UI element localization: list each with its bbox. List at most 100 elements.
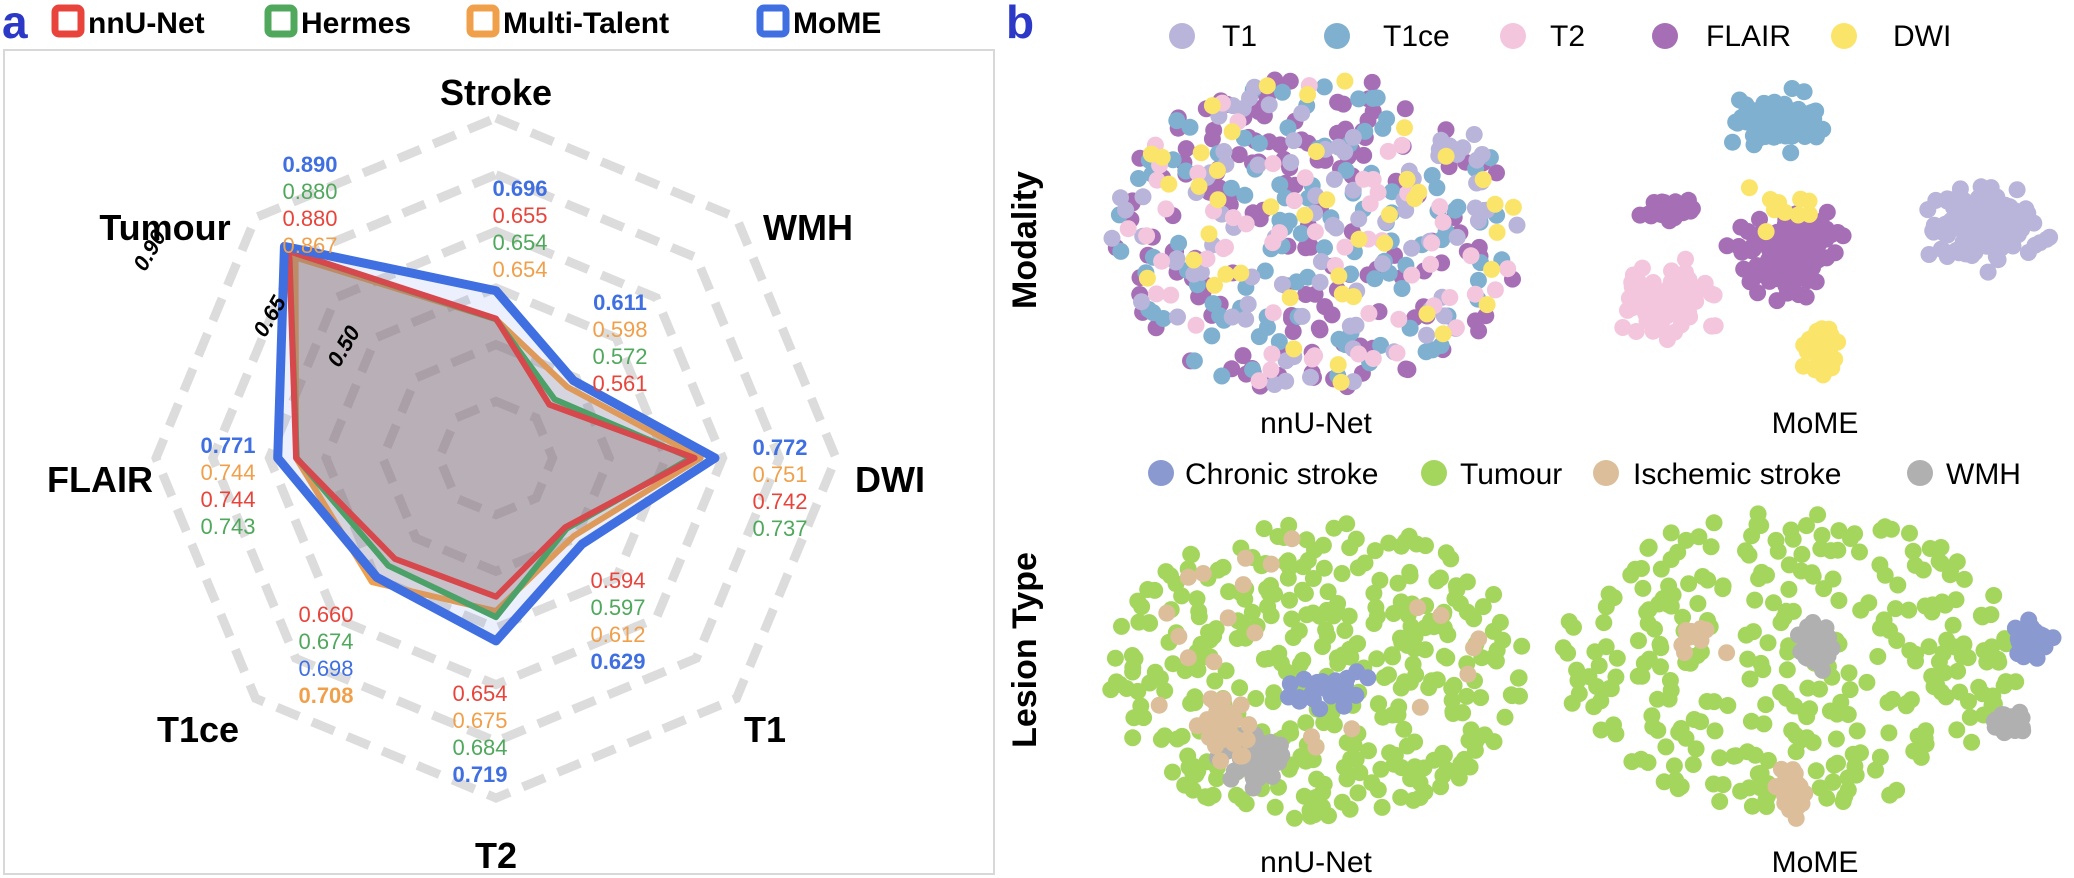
point-t1ce (1168, 112, 1186, 130)
point-tumour (1672, 778, 1690, 795)
point-chronic (2030, 629, 2048, 647)
point-tumour (1881, 786, 1899, 804)
point-tumour (1383, 646, 1401, 664)
legend-swatch-multitalent (466, 4, 500, 38)
point-flair (1804, 244, 1822, 262)
point-t1ce (1203, 327, 1221, 345)
radar-value-label-t1ce: 0.708 (298, 683, 353, 708)
point-tumour (1772, 683, 1790, 701)
point-ischemic (1170, 627, 1188, 645)
point-tumour (1328, 649, 1346, 667)
point-dwi (1418, 305, 1436, 323)
point-tumour (1132, 697, 1150, 715)
row-label-modality: Modality (1006, 171, 1044, 309)
point-tumour (1792, 731, 1810, 749)
point-tumour (1889, 576, 1907, 594)
point-t1 (1192, 263, 1210, 281)
point-tumour (1904, 542, 1922, 560)
point-dwi (1437, 147, 1455, 165)
point-tumour (1304, 570, 1322, 587)
point-t2 (1655, 305, 1672, 323)
point-t1 (1312, 253, 1330, 271)
point-tumour (1375, 669, 1393, 686)
point-tumour (1164, 763, 1181, 781)
point-tumour (1298, 606, 1316, 624)
point-t2 (1189, 164, 1207, 182)
radar-value-label-t2: 0.684 (452, 735, 507, 760)
point-t1ce (1724, 133, 1741, 151)
point-tumour (1705, 693, 1723, 711)
point-tumour (1633, 667, 1651, 685)
point-dwi (1434, 325, 1452, 343)
point-tumour (1338, 515, 1356, 533)
point-tumour (1944, 616, 1962, 634)
point-t1 (1468, 151, 1486, 169)
point-tumour (1900, 601, 1918, 619)
radar-value-label-t1: 0.612 (590, 622, 645, 647)
point-tumour (1880, 724, 1898, 742)
point-wmh (1790, 626, 1807, 644)
point-t2 (1644, 274, 1662, 291)
point-t2 (1264, 234, 1282, 252)
point-tumour (1920, 638, 1938, 656)
point-t1 (1952, 192, 1970, 210)
point-tumour (1314, 536, 1332, 554)
point-tumour (1759, 634, 1777, 652)
point-t2 (1703, 317, 1721, 335)
radar-grid-ring (377, 339, 615, 577)
point-tumour (1807, 762, 1825, 780)
point-tumour (1185, 757, 1203, 775)
point-t1ce (1236, 186, 1254, 204)
point-t2 (1434, 213, 1452, 231)
point-tumour (1765, 594, 1782, 612)
point-tumour (1425, 751, 1443, 769)
point-t1ce (1270, 333, 1288, 351)
radar-series-mome (273, 241, 720, 646)
point-tumour (1113, 617, 1130, 635)
point-t1 (1215, 143, 1233, 160)
point-tumour (1340, 607, 1358, 625)
point-wmh (1249, 753, 1267, 770)
point-dwi (1740, 179, 1758, 197)
point-t1ce (1795, 126, 1813, 144)
point-flair (1787, 235, 1805, 253)
point-tumour (1871, 556, 1889, 574)
point-tumour (1206, 672, 1224, 690)
point-tumour (1373, 798, 1391, 816)
point-tumour (1887, 600, 1904, 618)
point-flair (1311, 321, 1329, 339)
point-tumour (1985, 587, 2003, 604)
point-ischemic (1240, 716, 1258, 734)
point-tumour (1188, 590, 1206, 608)
point-ischemic (1470, 630, 1488, 648)
point-tumour (1450, 769, 1468, 787)
point-tumour (1294, 558, 1312, 576)
point-tumour (1392, 629, 1409, 647)
point-t1 (1924, 222, 1942, 240)
point-t1 (1293, 307, 1311, 325)
point-tumour (1746, 591, 1764, 609)
point-ischemic (1782, 779, 1800, 797)
point-t1 (1169, 308, 1186, 326)
point-t1ce (1250, 328, 1268, 346)
point-ischemic (1262, 555, 1280, 573)
point-tumour (1897, 697, 1915, 715)
point-dwi (1209, 191, 1227, 209)
point-tumour (1315, 559, 1333, 577)
point-tumour (1597, 598, 1615, 616)
point-dwi (1200, 225, 1218, 243)
point-tumour (1585, 698, 1603, 716)
point-t1 (1448, 228, 1466, 246)
point-tumour (1827, 730, 1845, 748)
point-t1ce (1449, 198, 1467, 216)
point-tumour (1290, 622, 1308, 640)
point-tumour (1875, 611, 1893, 629)
radar-value-label-wmh: 0.611 (593, 290, 647, 315)
point-flair (1739, 223, 1757, 240)
point-t2 (1441, 289, 1459, 306)
legend-label-ischemic: Ischemic stroke (1633, 458, 1841, 491)
point-tumour (1372, 760, 1390, 778)
point-tumour (1401, 673, 1419, 691)
point-ischemic (1246, 624, 1264, 642)
point-t1 (1325, 170, 1343, 188)
